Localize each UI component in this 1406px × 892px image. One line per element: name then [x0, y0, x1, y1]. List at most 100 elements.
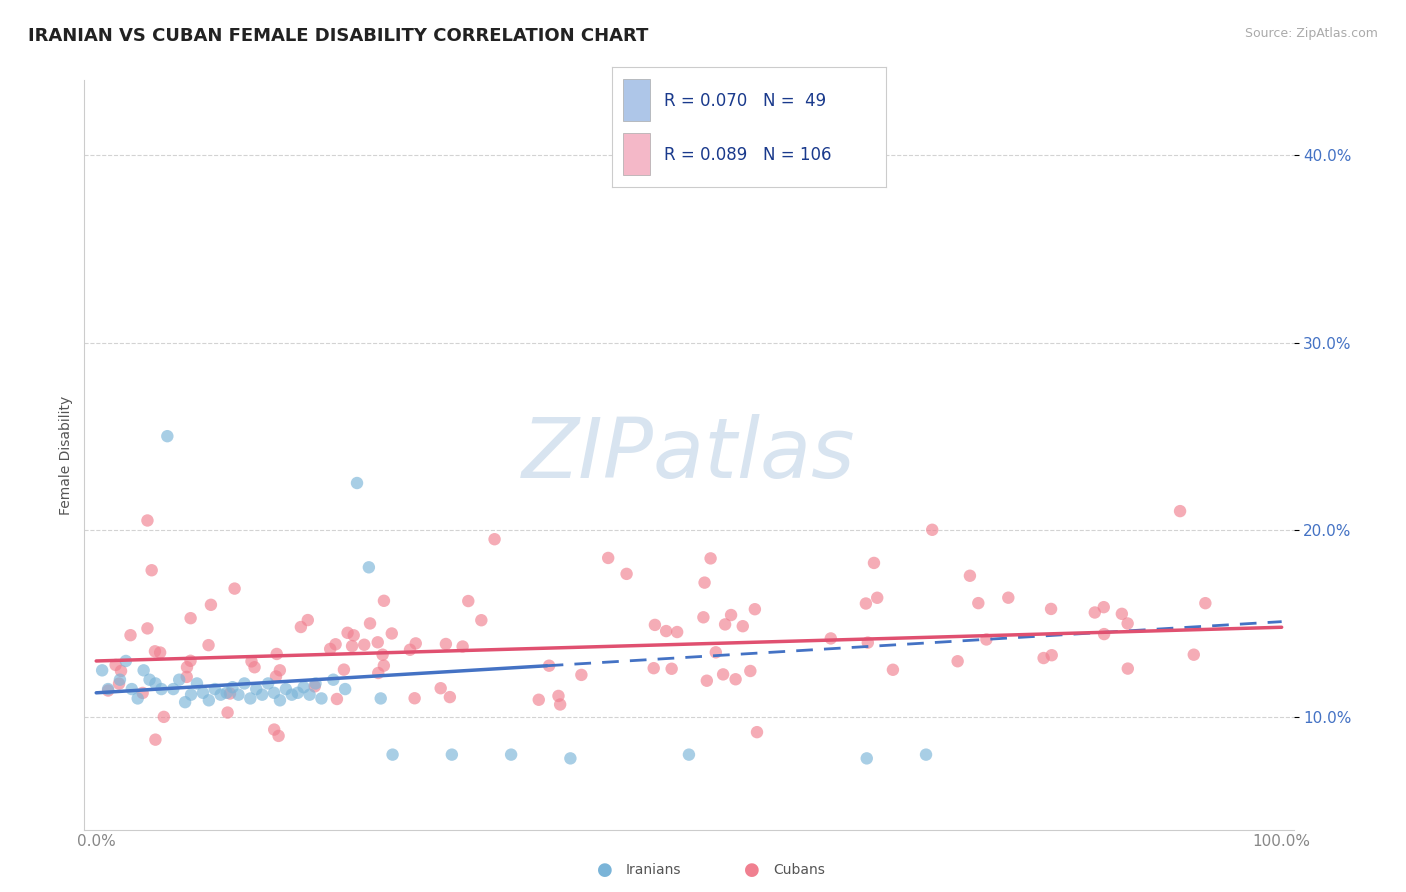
Point: [1168, 504, 1191, 518]
Point: [115, 654, 138, 668]
Point: [131, 686, 153, 700]
Point: [373, 658, 395, 673]
Point: [150, 681, 173, 696]
Point: [714, 617, 737, 632]
Point: [97, 683, 120, 698]
Point: [221, 680, 243, 694]
Point: [856, 635, 879, 649]
Point: [243, 660, 266, 674]
Point: [143, 644, 166, 658]
Point: [153, 710, 176, 724]
Point: [527, 692, 550, 706]
Point: [547, 689, 569, 703]
Point: [191, 686, 214, 700]
Point: [744, 602, 766, 616]
Point: [215, 686, 238, 700]
Point: [863, 556, 886, 570]
Point: [174, 695, 197, 709]
Point: [704, 645, 727, 659]
Point: [976, 632, 998, 647]
FancyBboxPatch shape: [623, 133, 650, 175]
Point: [882, 663, 904, 677]
Point: [110, 664, 132, 678]
Point: [1111, 607, 1133, 621]
Point: [1092, 627, 1115, 641]
Point: [855, 597, 877, 611]
Point: [598, 551, 620, 566]
Point: [162, 681, 184, 696]
Point: [373, 594, 395, 608]
Point: [548, 698, 571, 712]
Text: R = 0.070   N =  49: R = 0.070 N = 49: [664, 92, 825, 110]
Point: [855, 751, 877, 765]
Point: [959, 568, 981, 582]
Point: [1032, 651, 1054, 665]
Point: [538, 658, 561, 673]
Point: [439, 690, 461, 704]
Point: [333, 681, 356, 696]
Point: [336, 625, 359, 640]
Point: [866, 591, 889, 605]
Point: [404, 691, 426, 706]
Text: ●: ●: [596, 861, 613, 879]
Point: [1040, 648, 1063, 663]
Point: [359, 616, 381, 631]
Point: [176, 660, 198, 674]
Point: [644, 618, 666, 632]
Point: [290, 620, 312, 634]
Point: [108, 673, 131, 687]
Point: [1084, 606, 1107, 620]
Point: [696, 673, 718, 688]
Point: [997, 591, 1019, 605]
Point: [367, 635, 389, 649]
Point: [250, 688, 273, 702]
Point: [451, 640, 474, 654]
Point: [132, 664, 155, 678]
Point: [724, 673, 747, 687]
Point: [399, 642, 422, 657]
Point: [353, 638, 375, 652]
Point: [1092, 600, 1115, 615]
Point: [429, 681, 451, 696]
Point: [219, 686, 242, 700]
Point: [731, 619, 754, 633]
Point: [281, 688, 304, 702]
Point: [200, 598, 222, 612]
Point: [560, 751, 582, 765]
Point: [263, 723, 285, 737]
Point: [915, 747, 938, 762]
Point: [720, 608, 742, 623]
Point: [678, 747, 700, 762]
Point: [322, 673, 344, 687]
Point: [274, 681, 297, 696]
Point: [325, 637, 347, 651]
Point: [343, 628, 366, 642]
Point: [367, 665, 389, 680]
Point: [616, 566, 638, 581]
Point: [209, 688, 232, 702]
Text: Cubans: Cubans: [773, 863, 825, 877]
Point: [1040, 602, 1063, 616]
Point: [946, 654, 969, 668]
Point: [145, 732, 167, 747]
Point: [269, 693, 291, 707]
Point: [264, 669, 287, 683]
Point: [304, 679, 326, 693]
Point: [239, 691, 262, 706]
Point: [340, 639, 363, 653]
Point: [501, 747, 523, 762]
Point: [357, 560, 380, 574]
Point: [136, 621, 159, 635]
Point: [371, 648, 394, 662]
Point: [434, 637, 457, 651]
Text: Source: ZipAtlas.com: Source: ZipAtlas.com: [1244, 27, 1378, 40]
Text: ZIPatlas: ZIPatlas: [522, 415, 856, 495]
Point: [381, 626, 404, 640]
Point: [484, 532, 506, 546]
Point: [217, 706, 239, 720]
Point: [156, 429, 179, 443]
Point: [298, 688, 321, 702]
Point: [346, 476, 368, 491]
Text: R = 0.089   N = 106: R = 0.089 N = 106: [664, 145, 831, 164]
Point: [311, 691, 333, 706]
